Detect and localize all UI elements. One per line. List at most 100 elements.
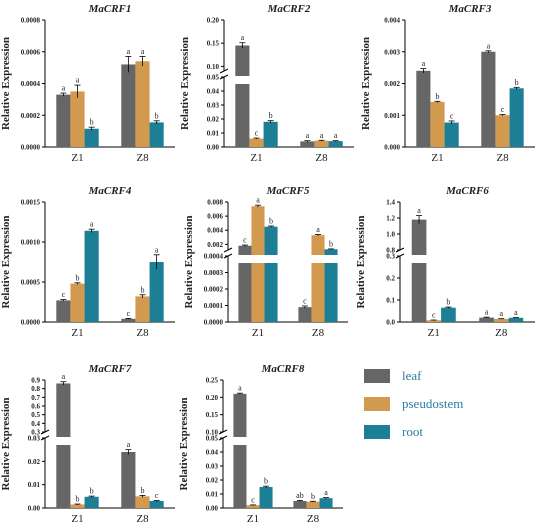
y-tick-label: 0.01 [207,130,220,138]
y-tick-label: 0.0006 [21,48,41,56]
significance-letter: c [251,495,255,504]
significance-letter: a [422,59,426,68]
y-tick-label: 0.10 [206,429,219,437]
bar-root [444,122,459,147]
bar-pseudostem [70,91,85,147]
significance-letter: b [329,239,333,248]
significance-letter: c [155,491,159,500]
bar-leaf [121,64,136,147]
significance-letter: a [127,47,131,56]
x-tick-label: Z8 [312,327,325,339]
bar-leaf [238,245,252,322]
bar-root [84,496,99,508]
y-axis-label: Relative Expression [0,398,12,491]
bar-leaf [481,51,496,147]
chart-MaCRF5: MaCRF5 Relative Expression 0.0000 0.0001 0.0… [183,185,348,339]
significance-letter: a [320,131,324,140]
y-tick-label: 0.4 [31,420,40,428]
bar-root [259,487,273,508]
y-tick-label: 0.0003 [204,269,224,277]
y-tick-label: 0.05 [206,435,219,443]
significance-letter: a [514,308,518,317]
significance-letter: a [306,131,310,140]
bar-leaf [233,393,247,508]
y-tick-label: 0.0004 [204,253,224,261]
legend-label-pseudostem: pseudostem [402,396,464,411]
bar-leaf [56,383,71,508]
bar-leaf [416,70,431,147]
bar-leaf [56,94,71,147]
x-tick-label: Z8 [136,327,149,339]
chart-title: MaCRF7 [88,363,132,375]
chart-title: MaCRF1 [88,3,132,15]
legend: leaf pseudostem root [364,364,494,448]
significance-letter: b [90,118,94,127]
bar-break [250,255,266,263]
y-tick-label: 1.4 [386,199,395,207]
significance-letter: a [417,206,421,215]
bar-break [323,255,339,263]
y-tick-label: 0.004 [207,227,223,235]
y-tick-label: 0.10 [207,63,220,71]
significance-letter: a [155,245,159,254]
y-axis-label: Relative Expression [183,216,195,309]
y-tick-label: 0.20 [207,17,220,25]
y-tick-label: 0.0010 [21,239,41,247]
significance-letter: c [303,296,307,305]
y-tick-label: 0.9 [31,377,40,385]
chart-MaCRF4: MaCRF4 Relative Expression 0.0000 0.0005 0.0… [0,185,175,339]
bar-break [310,255,326,263]
significance-letter: b [269,111,273,120]
significance-letter: a [62,84,66,93]
bar-pseudostem [70,504,85,508]
significance-letter: b [76,273,80,282]
significance-letter: b [141,486,145,495]
bar-pseudostem [249,138,264,147]
y-tick-label: 0.02 [206,477,219,485]
bar-root [264,226,278,322]
x-tick-label: Z1 [71,152,83,164]
y-tick-label: 0.05 [207,74,220,82]
chart-MaCRF7: MaCRF7 Relative Expression 0.00 0.01 0.02 0.0… [0,363,175,525]
x-tick-label: Z8 [307,513,320,525]
y-tick-label: 0.0004 [21,80,41,88]
x-tick-label: Z1 [431,152,443,164]
y-tick-label: 0.0000 [204,319,224,327]
y-tick-label: 0.002 [384,80,400,88]
significance-letter: b [90,487,94,496]
x-tick-label: Z8 [136,152,149,164]
y-axis-label: Relative Expression [355,216,367,309]
significance-letter: a [316,225,320,234]
y-axis-label: Relative Expression [360,37,372,130]
bar-root [328,141,343,147]
axis-break-mark [219,68,229,74]
bar-root [509,88,524,147]
y-axis-label: Relative Expression [179,37,191,130]
bar-pseudostem [311,235,325,322]
bar-pseudostem [135,496,150,508]
y-tick-label: 0.0005 [21,279,41,287]
bar-pseudostem [495,115,510,147]
y-tick-label: 0.004 [384,17,400,25]
bar-root [263,121,278,147]
significance-letter: a [499,309,503,318]
y-tick-label: 0.03 [206,463,219,471]
bar-root [84,128,99,147]
legend-item-root: root [364,420,494,444]
significance-letter: b [446,298,450,307]
y-tick-label: 0.8 [31,385,40,393]
y-tick-label: 0.25 [206,377,219,385]
significance-letter: a [334,131,338,140]
significance-letter: b [436,92,440,101]
y-tick-label: 0.000 [384,144,400,152]
x-tick-label: Z1 [252,327,264,339]
significance-letter: a [485,308,489,317]
bar-pseudostem [306,501,320,508]
significance-letter: b [264,477,268,486]
y-tick-label: 0.008 [207,199,223,207]
bar-pseudostem [493,318,509,322]
y-tick-label: 0.0002 [21,112,41,120]
significance-letter: c [127,309,131,318]
x-tick-label: Z8 [495,327,508,339]
